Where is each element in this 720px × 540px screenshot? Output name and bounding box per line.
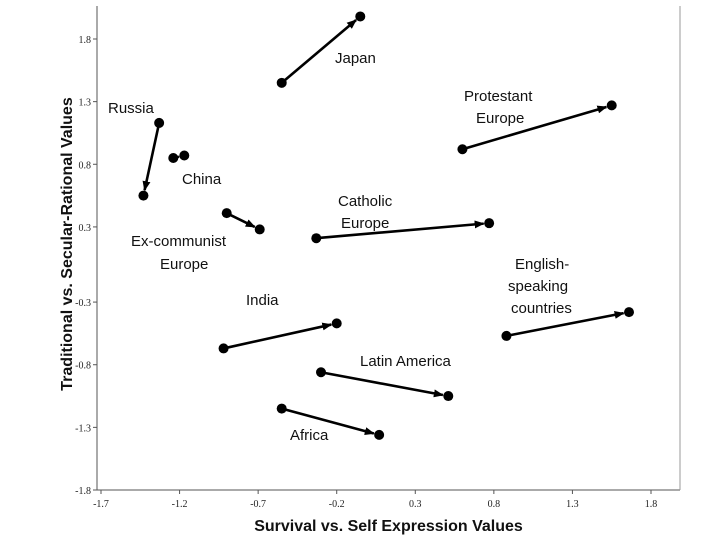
data-marks xyxy=(138,11,634,440)
point-end-catholic-europe xyxy=(484,218,495,229)
label-english-speaking-countries: English-speaking countries xyxy=(508,256,572,317)
x-axis-title: Survival vs. Self Expression Values xyxy=(254,518,523,535)
y-tick-label: 1.3 xyxy=(79,98,92,109)
x-tick-label: 0.8 xyxy=(488,499,501,510)
point-start-protestant-europe xyxy=(457,144,468,155)
label-protestant-europe: Protestant Europe xyxy=(464,88,533,127)
arrow-russia xyxy=(142,126,160,192)
x-tick-label: 0.3 xyxy=(409,499,422,510)
y-tick-label: 1.8 xyxy=(79,35,92,46)
point-start-china xyxy=(168,153,179,164)
point-end-china xyxy=(179,150,190,161)
y-tick-label: 0.3 xyxy=(79,223,92,234)
group-labels: Japan Protestant Europe Russia China Ex-commu… xyxy=(108,50,572,444)
label-africa: Africa xyxy=(290,427,329,444)
point-end-english-speaking-countries xyxy=(624,307,634,318)
arrow-india xyxy=(227,322,333,349)
label-japan: Japan xyxy=(335,50,376,67)
arrow-catholic-europe xyxy=(320,220,485,240)
point-end-africa xyxy=(374,429,385,440)
y-tick-label: -0.8 xyxy=(75,361,91,372)
y-tick-label: 0.8 xyxy=(79,160,92,171)
arrow-english-speaking-countries xyxy=(510,310,625,337)
point-end-ex-communist-europe xyxy=(254,224,265,235)
y-tick-label: -0.3 xyxy=(75,298,91,309)
point-start-latin-america xyxy=(316,367,326,378)
x-tick-label: 1.8 xyxy=(645,499,658,510)
point-end-japan xyxy=(355,11,366,22)
y-tick-label: -1.3 xyxy=(75,423,91,434)
y-tick-label: -1.8 xyxy=(75,486,91,497)
x-tick-label: -0.7 xyxy=(250,499,266,510)
y-axis-title: Traditional vs. Secular-Rational Values xyxy=(59,97,76,391)
point-start-india xyxy=(218,343,229,354)
point-end-russia xyxy=(138,190,149,201)
point-end-protestant-europe xyxy=(606,100,617,111)
point-start-russia xyxy=(154,117,165,128)
x-tick-label: -1.7 xyxy=(93,499,109,510)
label-ex-communist-europe: Ex-communist Europe xyxy=(131,233,227,273)
label-catholic-europe: Catholic Europe xyxy=(338,193,393,232)
point-start-catholic-europe xyxy=(311,233,322,244)
x-tick-label: -1.2 xyxy=(172,499,188,510)
point-start-ex-communist-europe xyxy=(221,208,232,219)
label-russia: Russia xyxy=(108,100,155,117)
arrow-ex-communist-europe xyxy=(229,213,256,229)
x-tick-label: -0.2 xyxy=(329,499,345,510)
arrow-africa xyxy=(285,408,375,435)
point-start-africa xyxy=(276,403,287,414)
label-china: China xyxy=(182,171,222,188)
point-end-india xyxy=(331,318,342,329)
point-end-latin-america xyxy=(443,391,454,402)
tick-labels: -1.7 -1.2 -0.7 -0.2 0.3 0.8 1.3 1.8 1.8 1.3 0.8 0.3… xyxy=(75,35,657,510)
arrow-protestant-europe xyxy=(465,105,608,150)
arrow-latin-america xyxy=(324,371,444,398)
point-start-english-speaking-countries xyxy=(501,330,512,341)
point-start-japan xyxy=(276,77,287,88)
label-latin-america: Latin America xyxy=(360,353,452,370)
axes xyxy=(96,6,681,491)
x-tick-label: 1.3 xyxy=(566,499,579,510)
arrow-japan xyxy=(283,19,357,82)
label-india: India xyxy=(246,292,279,309)
